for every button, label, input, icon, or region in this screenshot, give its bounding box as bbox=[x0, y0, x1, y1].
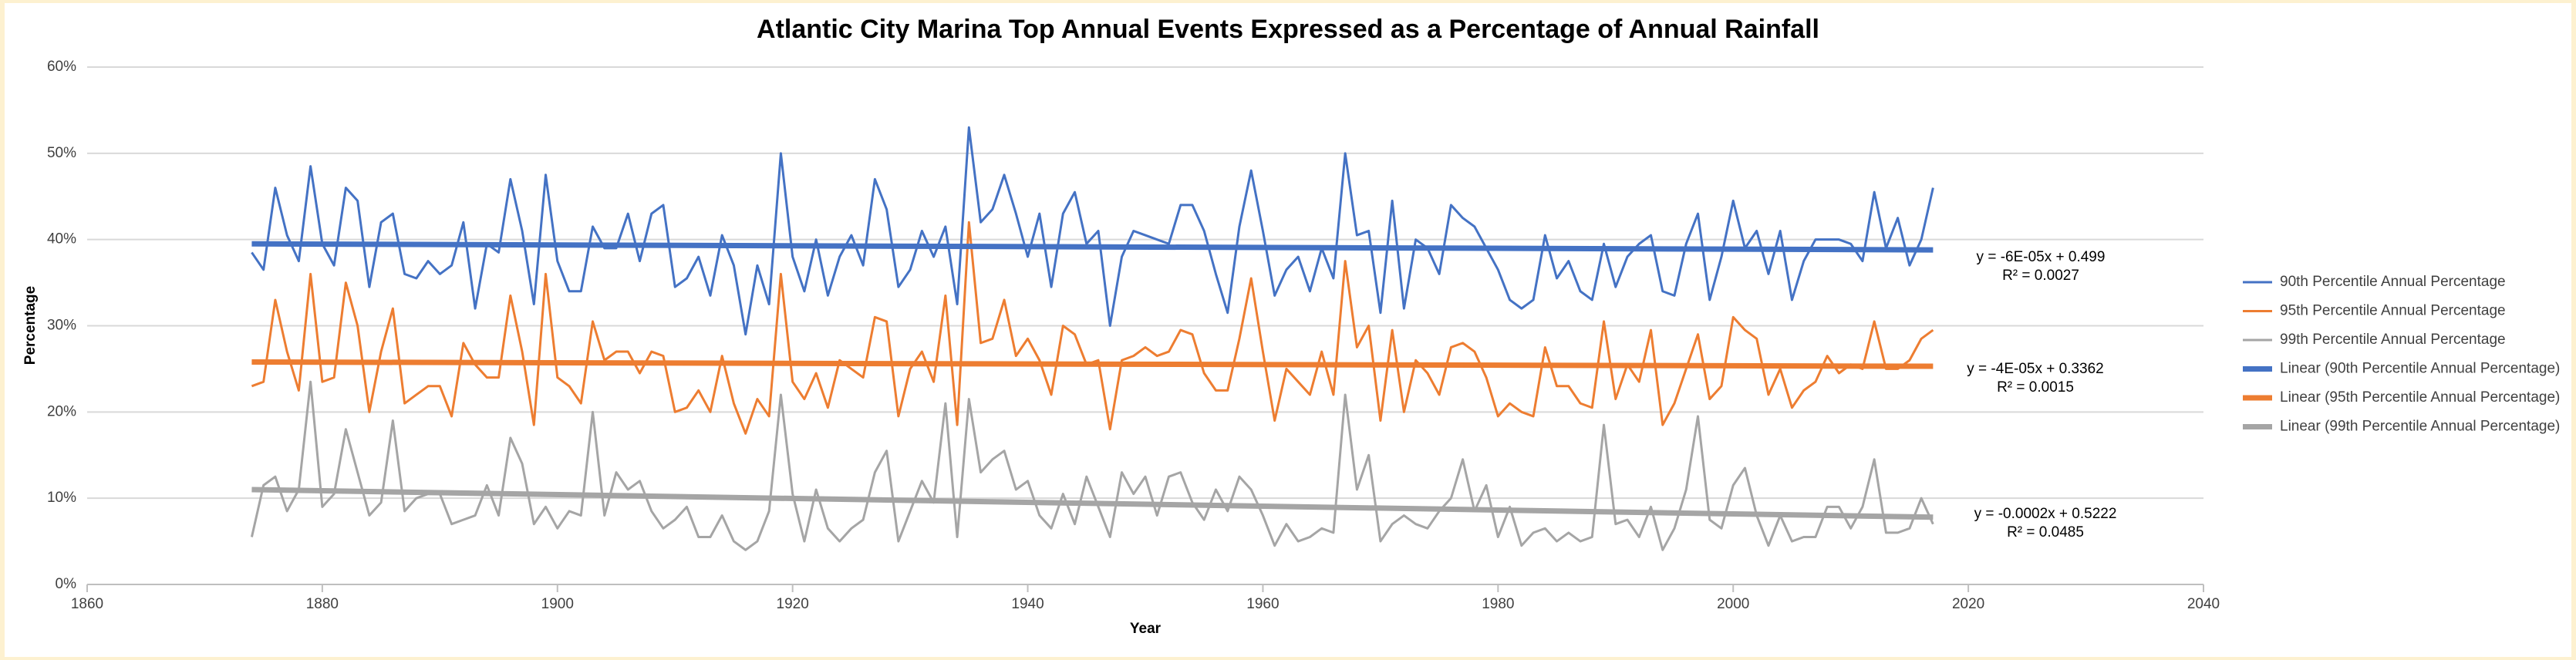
trend-line bbox=[251, 487, 1934, 520]
legend-label: Linear (99th Percentile Annual Percentag… bbox=[2280, 419, 2560, 435]
y-tick-label: 30% bbox=[47, 318, 76, 334]
y-tick-label: 40% bbox=[47, 231, 76, 248]
x-tick-label: 1940 bbox=[1011, 596, 1044, 612]
x-tick-label: 1960 bbox=[1246, 596, 1279, 612]
x-tick-label: 2020 bbox=[1952, 596, 1984, 612]
legend-label: 90th Percentile Annual Percentage bbox=[2280, 274, 2506, 290]
x-tick-label: 1980 bbox=[1482, 596, 1514, 612]
x-tick-label: 1920 bbox=[777, 596, 809, 612]
x-tick-label: 2040 bbox=[2187, 596, 2220, 612]
trend-equation: y = -6E-05x + 0.499 bbox=[1977, 249, 2106, 265]
y-tick-label: 20% bbox=[47, 403, 76, 419]
x-axis-title: Year bbox=[1130, 621, 1162, 637]
trend-equation: y = -0.0002x + 0.5222 bbox=[1974, 506, 2117, 522]
trend-r-squared: R² = 0.0485 bbox=[2007, 524, 2084, 540]
x-tick-label: 1880 bbox=[306, 596, 339, 612]
chart-area bbox=[5, 3, 2571, 657]
trend-line bbox=[251, 359, 1934, 369]
data-line bbox=[251, 126, 1934, 336]
legend-label: 99th Percentile Annual Percentage bbox=[2280, 332, 2506, 348]
trend-equation: y = -4E-05x + 0.3362 bbox=[1967, 361, 2103, 377]
y-axis-title: Percentage bbox=[22, 286, 39, 365]
trend-line bbox=[251, 241, 1934, 253]
y-tick-label: 60% bbox=[47, 59, 76, 75]
chart-title: Atlantic City Marina Top Annual Events E… bbox=[757, 15, 1819, 44]
trend-r-squared: R² = 0.0027 bbox=[2002, 268, 2079, 284]
y-tick-label: 50% bbox=[47, 145, 76, 161]
trend-r-squared: R² = 0.0015 bbox=[1997, 379, 2074, 396]
legend-label: 95th Percentile Annual Percentage bbox=[2280, 303, 2506, 319]
legend-label: Linear (95th Percentile Annual Percentag… bbox=[2280, 389, 2560, 406]
x-tick-label: 1860 bbox=[71, 596, 103, 612]
x-tick-label: 2000 bbox=[1717, 596, 1749, 612]
legend-label: Linear (90th Percentile Annual Percentag… bbox=[2280, 361, 2560, 377]
y-tick-label: 10% bbox=[47, 490, 76, 506]
y-tick-label: 0% bbox=[56, 576, 77, 592]
x-tick-label: 1900 bbox=[541, 596, 574, 612]
